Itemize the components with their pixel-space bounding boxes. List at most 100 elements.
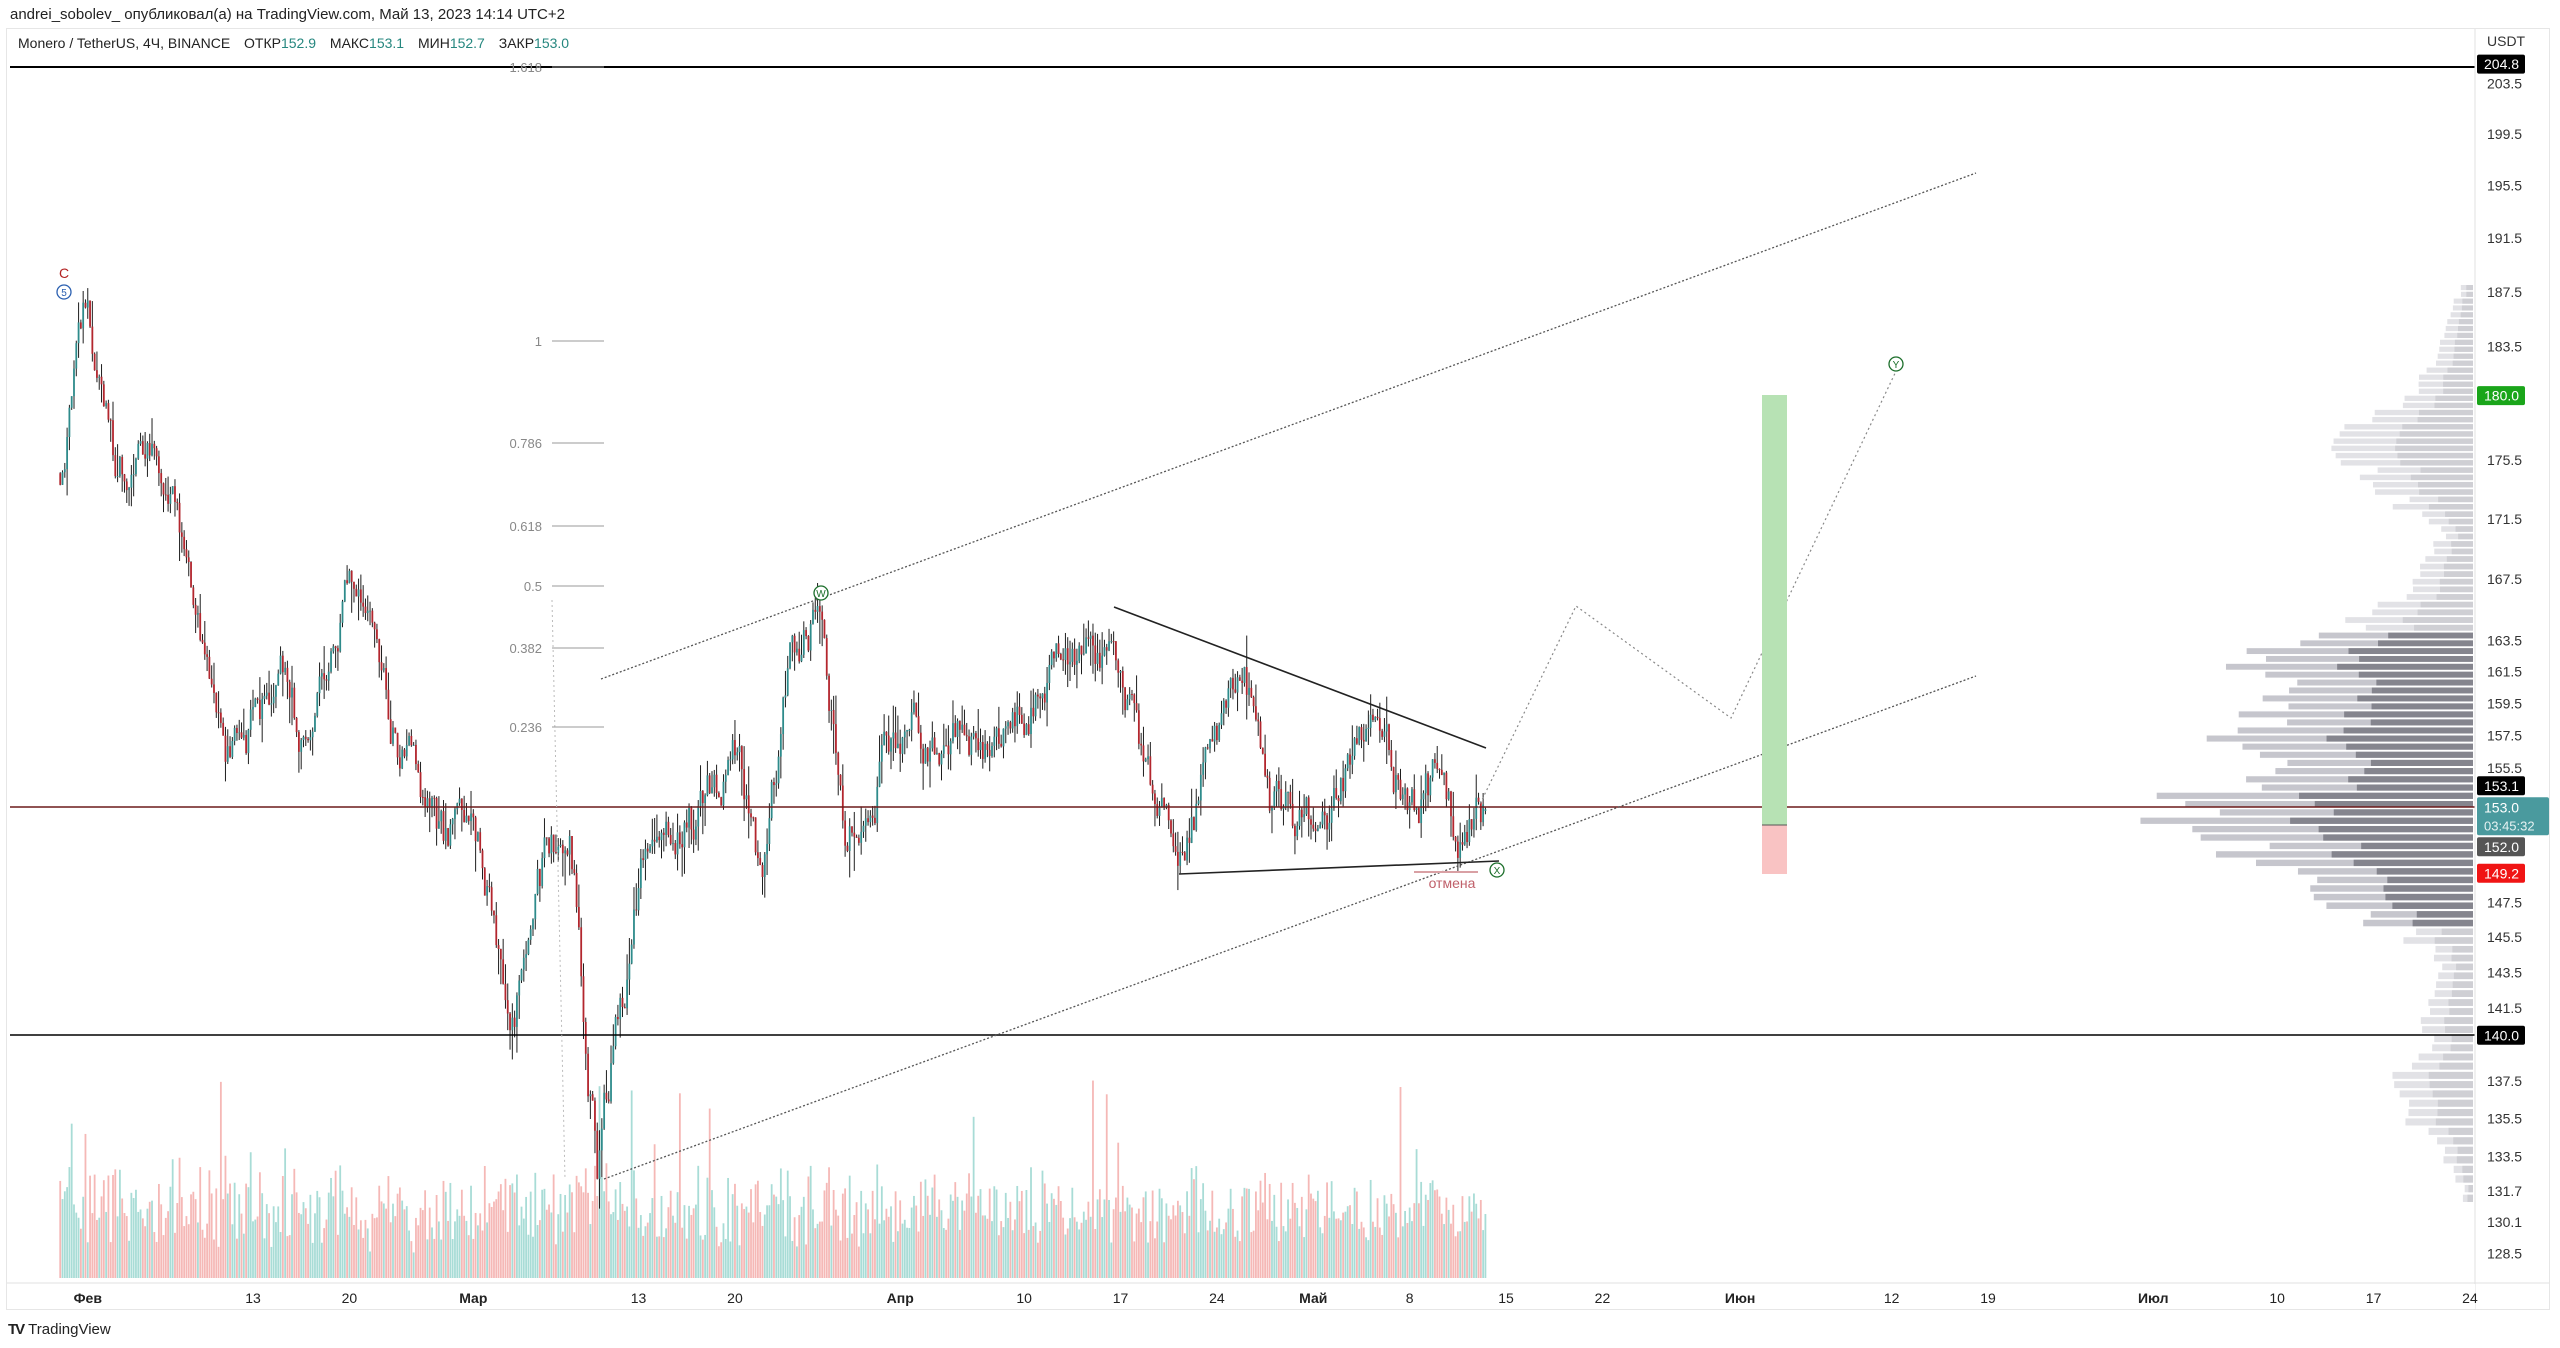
candle-body <box>892 732 895 739</box>
candle-body <box>945 745 947 747</box>
price-tick-label: 143.5 <box>2487 964 2522 980</box>
volume-profile-row-up <box>2437 1099 2473 1107</box>
volume-bar <box>1142 1197 1145 1278</box>
time-day-label: 10 <box>2269 1290 2285 1306</box>
last-price-tag[interactable] <box>2477 797 2549 836</box>
price-axis[interactable] <box>2475 29 2549 1283</box>
candle-body <box>320 673 323 677</box>
wave-label-5[interactable]: 5 <box>56 284 72 300</box>
candle-body <box>857 837 860 843</box>
time-axis[interactable] <box>7 1284 2475 1309</box>
candle-body <box>151 443 153 456</box>
volume-profile-row-up <box>2452 360 2473 366</box>
candle-body <box>355 588 358 597</box>
candle-body <box>770 782 773 819</box>
volume-bar <box>98 1217 101 1278</box>
volume-bar <box>254 1219 257 1278</box>
candle-body <box>1252 697 1255 707</box>
wave-label-c[interactable]: C <box>59 265 69 281</box>
volume-profile-row-up <box>2462 298 2473 304</box>
volume-bar <box>279 1232 282 1278</box>
price-tag[interactable] <box>2477 54 2525 74</box>
candle-body <box>401 749 404 769</box>
long-position-stop-zone[interactable] <box>1762 825 1787 874</box>
candle-body <box>59 473 62 485</box>
volume-bar <box>653 1144 656 1278</box>
volume-bar <box>896 1231 899 1278</box>
candle-body <box>242 734 245 738</box>
time-labels: Фев 13 20 Мар 13 20 Апр 10 17 24 Май 8 15 22 Июн 12 19 Ию… <box>74 1290 2478 1306</box>
volume-bar <box>1342 1212 1345 1278</box>
wave-label-w[interactable]: W <box>813 585 829 601</box>
candle-body <box>497 945 500 949</box>
volume-bar <box>1105 1094 1108 1278</box>
volume-bar <box>304 1208 307 1278</box>
volume-bar <box>403 1209 406 1278</box>
wave-label-x[interactable]: X <box>1489 862 1505 878</box>
tradingview-logo-icon[interactable]: TV <box>8 1321 25 1338</box>
volume-bar <box>1110 1242 1113 1278</box>
volume-profile-row-up <box>2331 851 2473 858</box>
wave-label-y[interactable]: Y <box>1888 356 1904 372</box>
volume-bar <box>213 1239 215 1278</box>
candle-body <box>1355 738 1358 744</box>
candle-body <box>1227 688 1230 708</box>
volume-bar <box>1275 1226 1278 1278</box>
volume-bar <box>412 1252 415 1278</box>
volume-bar <box>699 1235 702 1278</box>
price-tag[interactable] <box>2477 1025 2525 1045</box>
price-tag[interactable] <box>2477 837 2525 857</box>
fib-retracement[interactable]: 1.618 1 0.786 0.618 0.5 0.382 0.236 <box>509 60 604 1180</box>
symbol-title[interactable]: Monero / TetherUS, 4Ч, BINANCE <box>18 35 231 51</box>
channel-upper-line[interactable] <box>600 172 1977 680</box>
volume-bar <box>201 1229 204 1278</box>
price-tag[interactable] <box>2477 776 2525 796</box>
volume-profile-row-up <box>2416 911 2473 918</box>
candle-body <box>183 536 186 550</box>
candle-body <box>1466 831 1468 843</box>
candle-body <box>298 732 300 752</box>
footer-logo-text[interactable]: TradingView <box>28 1321 111 1338</box>
channel-lower-line[interactable] <box>603 675 1977 1180</box>
volume-profile-row-up <box>2399 431 2473 437</box>
long-position-target-zone[interactable] <box>1762 395 1787 825</box>
candle-body <box>717 792 720 798</box>
price-tag[interactable] <box>2477 863 2525 883</box>
candle-body <box>1298 809 1301 826</box>
volume-bar <box>252 1221 254 1278</box>
volume-bar <box>1360 1221 1363 1278</box>
volume-profile-row-up <box>2395 445 2473 452</box>
projection-path[interactable] <box>1477 366 1899 809</box>
candle-body <box>219 712 222 723</box>
candle-body <box>330 651 332 672</box>
volume-bar <box>1374 1226 1377 1278</box>
candle-body <box>1339 778 1342 802</box>
volume-bar <box>109 1242 112 1278</box>
candle-body <box>98 376 101 378</box>
volume-bar <box>600 1177 603 1278</box>
volume-bar <box>311 1242 314 1278</box>
triangle-upper-line[interactable] <box>1113 606 1487 749</box>
volume-bar <box>1280 1182 1283 1278</box>
volume-bar <box>302 1202 305 1278</box>
candle-body <box>1016 706 1019 727</box>
candle-body <box>557 846 560 853</box>
volume-bar <box>1023 1233 1026 1278</box>
candle-body <box>940 753 943 765</box>
volume-bar <box>327 1192 330 1278</box>
volume-bar <box>717 1246 720 1278</box>
triangle-lower-line[interactable] <box>1178 860 1500 875</box>
candle-body <box>538 868 541 886</box>
volume-bar <box>1183 1233 1186 1278</box>
volume-profile-row-up <box>2443 563 2473 570</box>
symbol-legend: Monero / TetherUS, 4Ч, BINANCE ОТКР152.9… <box>18 35 579 51</box>
volume-profile-row-up <box>2333 809 2473 816</box>
volume-bar <box>1383 1195 1386 1278</box>
volume-bar <box>1420 1181 1423 1278</box>
volume-bar <box>437 1221 440 1278</box>
volume-bar <box>295 1192 298 1278</box>
time-day-label: 20 <box>342 1290 358 1306</box>
volume-bar <box>552 1174 555 1278</box>
price-tag[interactable] <box>2477 386 2525 406</box>
